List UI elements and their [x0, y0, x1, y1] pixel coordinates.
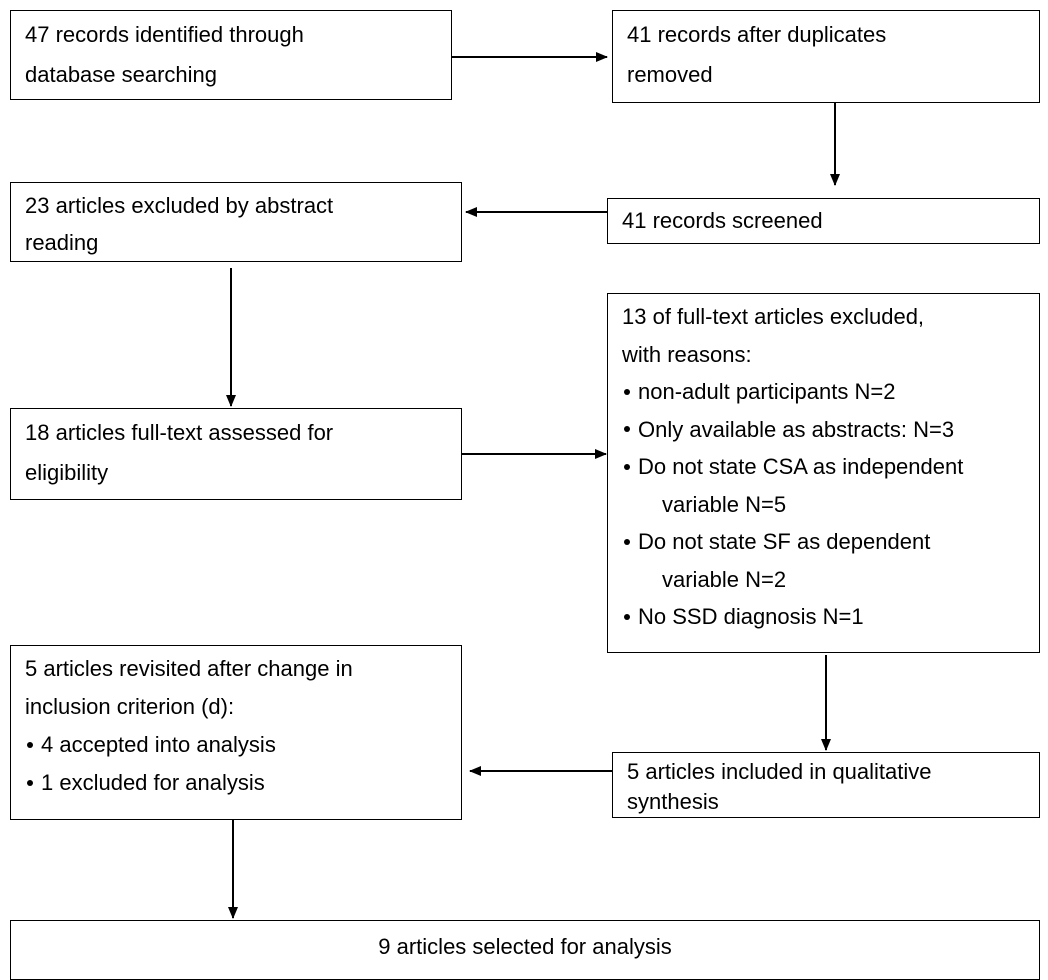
box-text: 23 articles excluded by abstract [25, 193, 334, 218]
bullet-item: Do not state CSA as independent variable … [622, 448, 1025, 523]
bullet-text: Do not state SF as dependent [638, 529, 931, 554]
bullet-text: No SSD diagnosis N=1 [638, 604, 864, 629]
bullet [624, 613, 630, 620]
bullet-text: non-adult participants N=2 [638, 379, 896, 404]
box-text: 41 records after duplicates [627, 22, 887, 47]
box-text: 47 records identified through [25, 22, 304, 47]
flow-box: 9 articles selected for analysis [10, 920, 1040, 980]
bullet-text: Do not state CSA as independent [638, 454, 964, 479]
box-text: removed [627, 62, 713, 87]
box-text: with reasons: [622, 341, 752, 367]
flow-box: 5 articles revisited after change in incl… [10, 645, 462, 820]
bullet [624, 388, 630, 395]
bullet-item: Only available as abstracts: N=3 [622, 411, 1025, 449]
bullet-text: variable N=5 [662, 491, 787, 517]
box-text: reading [25, 230, 99, 255]
bullet-item: Do not state SF as dependent variable N=2 [622, 523, 1025, 598]
flow-box: 23 articles excluded by abstract reading [10, 182, 462, 262]
box-text: 13 of full-text articles excluded, [622, 304, 925, 329]
flow-box: 13 of full-text articles excluded, with r… [607, 293, 1040, 653]
box-text: database searching [25, 62, 218, 87]
bullet-item: 1 excluded for analysis [25, 764, 447, 802]
bullet-item: 4 accepted into analysis [25, 726, 447, 764]
box-text: 41 records screened [622, 208, 823, 233]
flow-box: 18 articles full-text assessed for eligib… [10, 408, 462, 500]
bullet [27, 780, 33, 786]
flow-box: 47 records identified through database se… [10, 10, 452, 100]
box-text: 18 articles full-text assessed for [25, 420, 334, 445]
flow-box: 41 records screened [607, 198, 1040, 244]
bullet-text: 1 excluded for analysis [41, 770, 265, 795]
bullet-item: non-adult participants N=2 [622, 373, 1025, 411]
box-text: inclusion criterion (d): [25, 694, 235, 719]
box-text: synthesis [627, 789, 719, 814]
flow-box: 5 articles included in qualitative synthe… [612, 752, 1040, 818]
box-text: eligibility [25, 460, 109, 485]
flow-box: 41 records after duplicates removed [612, 10, 1040, 103]
bullet-text: variable N=2 [662, 566, 787, 592]
bullet-text: 4 accepted into analysis [41, 732, 276, 757]
bullet [624, 463, 630, 470]
bullet [624, 426, 630, 433]
bullet [624, 538, 630, 545]
bullet-text: Only available as abstracts: N=3 [638, 416, 955, 442]
bullet [27, 742, 33, 748]
box-text: 5 articles included in qualitative [627, 759, 932, 784]
box-text: 5 articles revisited after change in [25, 656, 353, 681]
box-text: 9 articles selected for analysis [378, 934, 672, 959]
bullet-item: No SSD diagnosis N=1 [622, 598, 1025, 636]
